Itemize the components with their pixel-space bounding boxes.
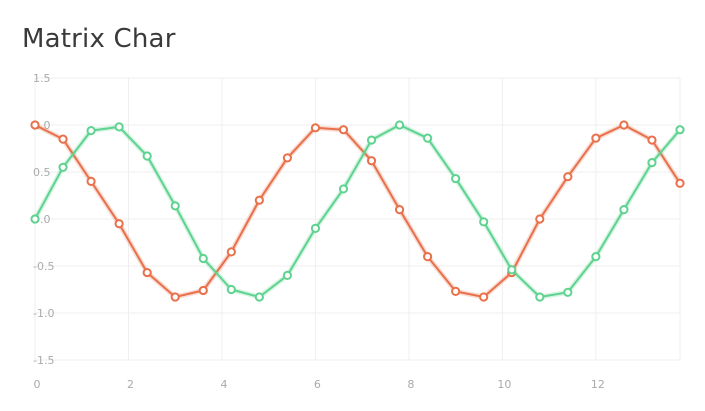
data-point (226, 284, 236, 295)
data-point (451, 286, 461, 296)
data-point (226, 247, 236, 257)
data-point (563, 172, 573, 182)
data-point (30, 214, 40, 224)
data-point (394, 205, 405, 215)
data-point (338, 184, 349, 194)
y-tick-label: -1.5 (33, 354, 54, 367)
data-point (170, 201, 180, 211)
x-tick-label: 4 (220, 378, 227, 391)
x-tick-label: 8 (407, 378, 414, 391)
data-point (142, 151, 152, 161)
series-line (34, 124, 681, 298)
data-point (254, 195, 264, 205)
x-tick-label: 0 (34, 378, 41, 391)
data-point (366, 135, 377, 145)
data-point (86, 126, 96, 136)
data-point (423, 133, 433, 143)
data-point (30, 120, 40, 130)
data-point (142, 267, 152, 278)
data-point (647, 135, 657, 145)
data-point (338, 125, 349, 135)
data-point (114, 219, 124, 229)
y-tick-label: -1.0 (33, 307, 54, 320)
data-point (282, 270, 292, 280)
data-point (479, 292, 489, 302)
y-tick-label: 1.5 (33, 72, 51, 85)
y-tick-label: -0.5 (33, 260, 54, 273)
data-point (58, 134, 68, 144)
data-point (451, 173, 461, 184)
chart-title: Matrix Char (22, 24, 176, 54)
data-point (86, 176, 96, 186)
data-point (254, 292, 264, 302)
x-tick-label: 6 (314, 378, 321, 391)
data-point (114, 122, 124, 132)
data-point (591, 252, 601, 262)
series-line (34, 124, 681, 298)
data-point (591, 133, 601, 143)
data-point (507, 265, 517, 275)
x-tick-label: 12 (591, 378, 605, 391)
data-point (647, 158, 657, 168)
data-point (535, 214, 545, 224)
data-point (366, 156, 377, 166)
data-point (310, 123, 321, 133)
data-point (282, 153, 292, 163)
data-point (58, 162, 68, 172)
data-point (170, 292, 180, 302)
x-tick-label: 2 (127, 378, 134, 391)
data-point (675, 125, 685, 135)
data-point (479, 217, 489, 227)
data-point (563, 287, 573, 297)
data-point (394, 120, 405, 130)
data-point (198, 285, 208, 296)
data-point (675, 178, 685, 188)
data-point (423, 252, 433, 262)
data-point (535, 292, 545, 302)
data-point (619, 120, 629, 130)
x-tick-label: 10 (497, 378, 511, 391)
data-point (619, 205, 629, 215)
data-point (198, 253, 208, 264)
data-point (310, 223, 321, 233)
y-tick-label: 0.5 (33, 166, 51, 179)
